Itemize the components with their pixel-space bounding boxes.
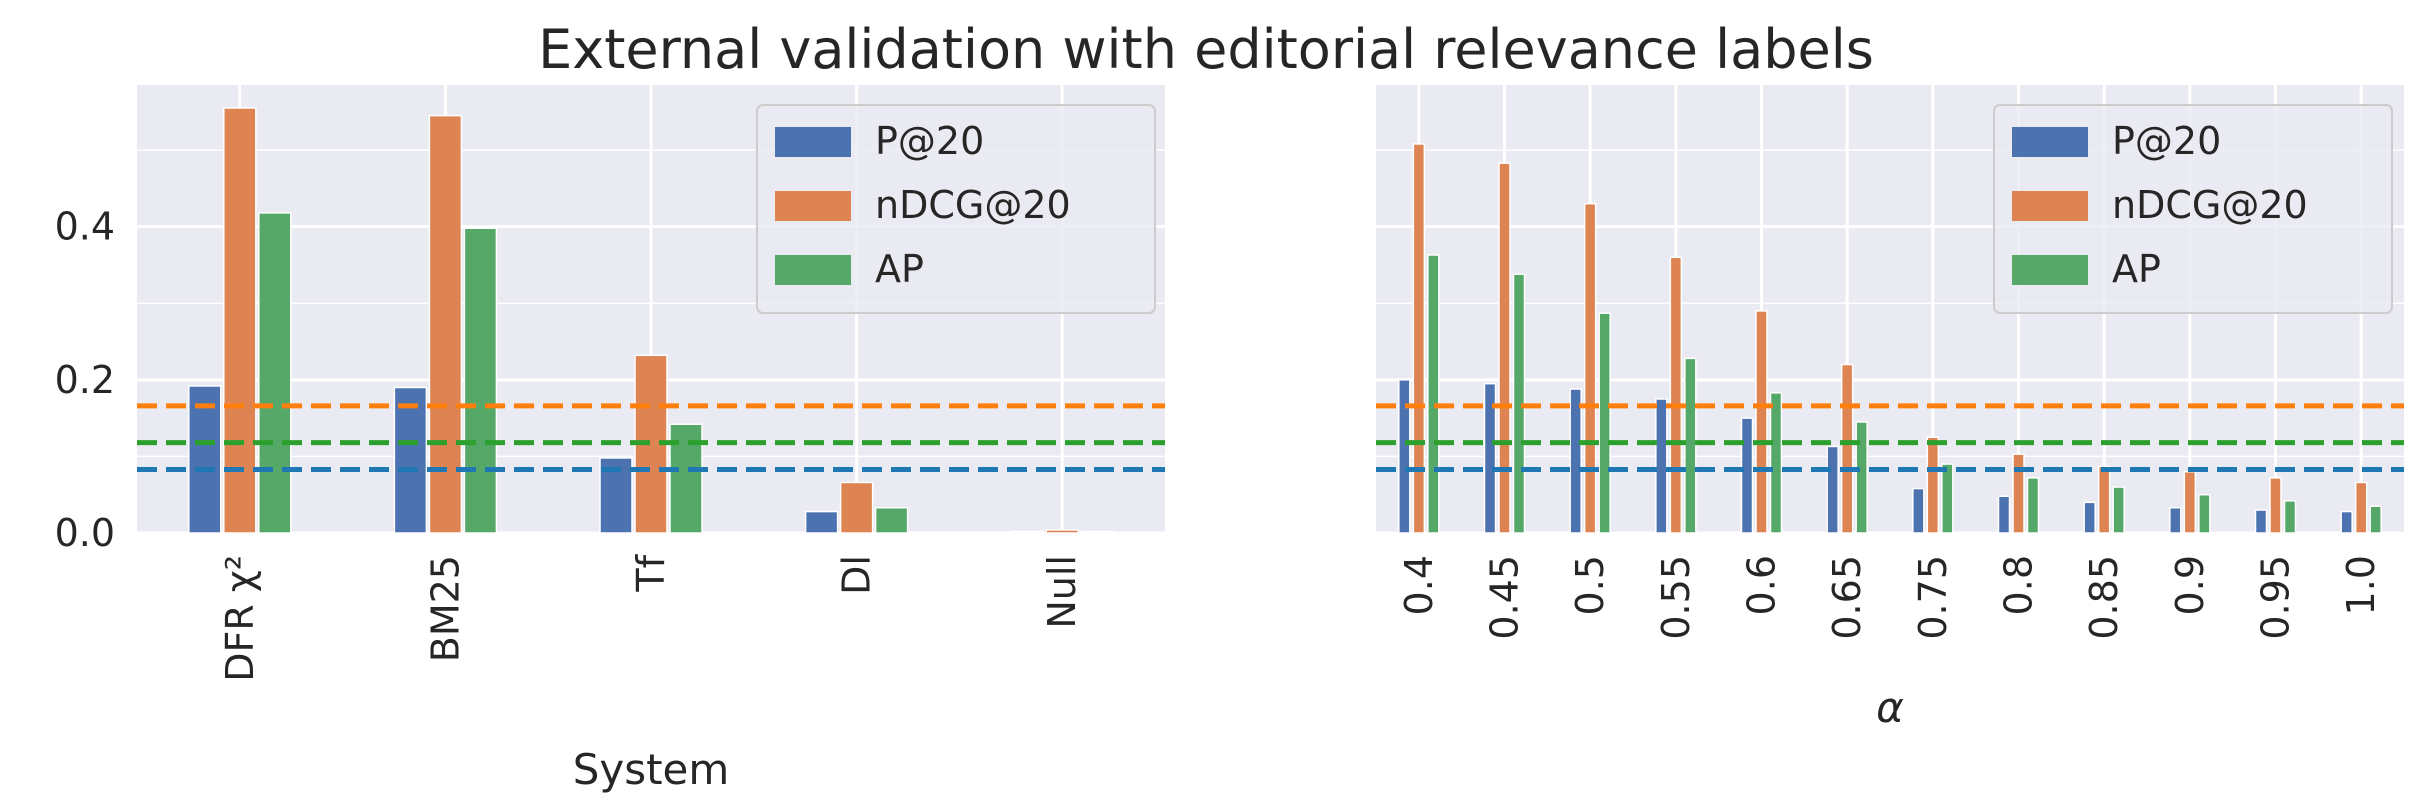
y-tick-label: 0.0 [55,511,115,555]
bar-p-20-null [1010,530,1044,534]
x-tick-label: Tf [629,553,673,592]
legend-swatch-ndcg-20 [2012,191,2088,221]
legend-label-ap: AP [875,247,924,291]
bar-ndcg-20-null [1045,529,1079,534]
legend-label-ndcg-20: nDCG@20 [875,183,1071,227]
bar-p-20-1-0 [2340,510,2353,534]
bar-p-20-0-8 [1997,495,2011,534]
legend-label-p-20: P@20 [2112,119,2221,163]
legend-swatch-p-20 [775,127,851,157]
bar-p-20-0-5 [1569,388,1582,534]
legend-label-ndcg-20: nDCG@20 [2112,183,2308,227]
x-tick-label: 0.55 [1654,555,1698,640]
x-axis-label: α [1876,683,1904,732]
legend-label-ap: AP [2112,247,2161,291]
bar-ndcg-20-0-55 [1669,256,1683,534]
bar-p-20-0-75 [1912,487,1925,534]
bar-ap-0-65 [1855,421,1868,534]
bar-ap-bm25 [463,227,498,534]
bar-ap-dfr [258,212,292,534]
x-tick-label: 0.95 [2254,555,2298,640]
x-tick-label: Null [1040,555,1084,629]
bar-p-20-0-45 [1483,382,1497,534]
legend-swatch-ndcg-20 [775,191,851,221]
x-tick-label: 0.8 [1997,555,2041,615]
bar-p-20-0-9 [2169,506,2182,534]
bar-ndcg-20-dfr [223,107,257,534]
bar-p-20-0-65 [1826,445,1839,534]
chart-title: External validation with editorial relev… [538,18,1874,81]
bar-ap-1-0 [2369,505,2382,534]
bar-ndcg-20-dl [839,481,874,534]
legend-box [756,104,1156,314]
bar-ndcg-20-0-4 [1412,143,1426,534]
legend-swatch-ap [775,255,851,285]
bar-ap-0-6 [1769,392,1783,534]
bar-p-20-0-95 [2254,509,2268,534]
bar-ap-0-55 [1684,357,1697,534]
y-tick-label: 0.2 [55,358,115,402]
bar-ndcg-20-0-75 [1926,436,1940,534]
bar-p-20-bm25 [393,386,428,534]
legend-label-p-20: P@20 [875,119,984,163]
x-tick-label: 0.9 [2168,555,2212,615]
legend: P@20 nDCG@20 AP [1993,104,2393,314]
bar-ap-0-4 [1427,254,1440,534]
legend: P@20 nDCG@20 AP [756,104,1156,314]
bar-p-20-dl [804,510,839,534]
bar-p-20-0-85 [2083,501,2096,534]
bar-p-20-0-4 [1398,379,1411,534]
x-tick-label: BM25 [423,555,467,662]
x-tick-label: Dl [835,555,879,595]
bar-ndcg-20-0-9 [2183,470,2197,534]
right-panel: 0.4 0.45 0.5 0.55 0.6 0.65 0.75 0.8 0.85 0.9 0.95 1… [1376,85,2404,732]
bar-ap-0-95 [2283,500,2297,534]
legend-swatch-p-20 [2012,127,2088,157]
left-panel: 0.0 0.2 0.4 DFR χ² BM25 Tf Dl Null System P@20 nDC… [55,85,1165,794]
bar-ap-0-9 [2198,493,2211,534]
bar-ndcg-20-0-8 [2012,453,2025,534]
bar-ndcg-20-bm25 [428,114,463,534]
x-tick-label: 0.5 [1568,555,1612,615]
bar-ndcg-20-1-0 [2354,481,2368,534]
bar-ndcg-20-0-6 [1755,310,1768,534]
bar-ap-0-5 [1598,312,1611,534]
x-tick-label: 0.6 [1740,555,1784,615]
bar-ndcg-20-0-5 [1583,202,1597,534]
x-axis-label: System [573,745,730,794]
bar-p-20-0-6 [1740,417,1754,534]
x-tick-label: 0.85 [2082,555,2126,640]
bar-ap-0-75 [1941,463,1954,534]
bar-p-20-dfr [188,385,222,534]
bar-ap-0-85 [2112,486,2125,534]
x-tick-label: 0.65 [1825,555,1869,640]
x-tick-label: 0.4 [1397,555,1441,615]
bar-ap-null [1080,530,1114,534]
bar-ap-dl [874,506,909,534]
x-tick-label: 0.75 [1911,555,1955,640]
x-tick-label: 0.45 [1483,555,1527,640]
bar-ap-0-8 [2026,477,2040,534]
x-tick-label: DFR χ² [218,555,262,682]
bar-ndcg-20-0-95 [2269,477,2282,534]
bar-p-20-0-55 [1655,398,1668,534]
y-tick-label: 0.4 [55,205,115,249]
bar-ndcg-20-0-85 [2097,465,2111,534]
bar-ndcg-20-0-65 [1840,363,1854,534]
legend-swatch-ap [2012,255,2088,285]
x-tick-label: 1.0 [2339,555,2383,615]
bar-ndcg-20-0-45 [1498,162,1511,534]
legend-box [1993,104,2393,314]
